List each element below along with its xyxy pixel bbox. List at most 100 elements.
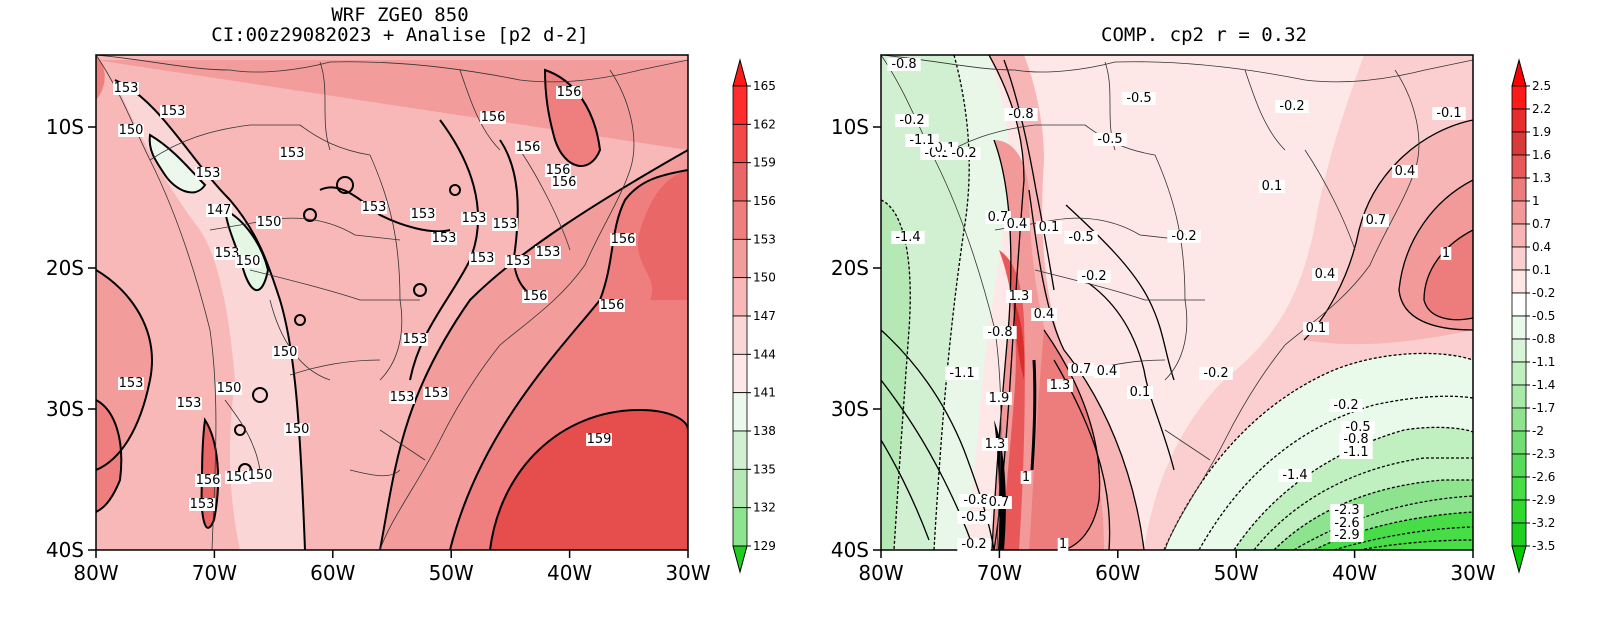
contour-label-bg bbox=[515, 141, 541, 154]
contour-label: 153 bbox=[114, 81, 139, 96]
contour-label-bg bbox=[361, 201, 387, 214]
contour-label-bg bbox=[959, 494, 993, 507]
colorbar-label: 1.9 bbox=[1532, 125, 1551, 139]
contour-label-bg bbox=[1047, 379, 1073, 392]
contour-label: 0.7 bbox=[989, 495, 1010, 510]
contour-label-bg bbox=[945, 367, 979, 380]
contour-label-bg bbox=[216, 382, 242, 395]
contour-label-bg bbox=[1278, 469, 1312, 482]
contour-label: 153 bbox=[161, 104, 186, 119]
contour-label: 150 bbox=[217, 381, 242, 396]
colorbar-segment bbox=[1511, 223, 1527, 248]
contour-label-bg bbox=[986, 392, 1012, 405]
colorbar-segment bbox=[1511, 476, 1527, 501]
contour-label-bg bbox=[389, 391, 415, 404]
contour-label-bg bbox=[214, 247, 240, 260]
contour-label: 153 bbox=[280, 146, 305, 161]
colorbar-label: -3.2 bbox=[1532, 516, 1555, 530]
contour-label: 0.4 bbox=[1034, 307, 1055, 322]
contour-label-bg bbox=[113, 82, 139, 95]
contour-label-bg bbox=[505, 255, 531, 268]
colorbar-label: 153 bbox=[753, 232, 776, 246]
colorbar-segment bbox=[732, 430, 748, 470]
right-contour-labels: -0.8-0.5-0.8-0.5-0.20.10.1-0.20.40.7-1.4… bbox=[887, 57, 1466, 552]
contour-label: -0.5 bbox=[1126, 91, 1151, 106]
colorbar-segment bbox=[1511, 338, 1527, 363]
colorbar-segment bbox=[1511, 407, 1527, 432]
contour-label: 150 bbox=[248, 468, 273, 483]
contour-label-bg bbox=[1004, 218, 1030, 231]
x-tick-label: 30W bbox=[1450, 561, 1495, 585]
contour-label-bg bbox=[957, 538, 991, 551]
contour-label-bg bbox=[410, 208, 436, 221]
colorbar-segment bbox=[732, 85, 748, 125]
colorbar-label: -0.2 bbox=[1532, 286, 1555, 300]
colorbar-segment bbox=[1511, 246, 1527, 271]
x-tick-label: 40W bbox=[547, 561, 592, 585]
contour-label: 1 bbox=[1022, 470, 1030, 485]
contour-label: 0.4 bbox=[1097, 364, 1118, 379]
contour-label-bg bbox=[551, 176, 577, 189]
contour-label: 150 bbox=[236, 254, 261, 269]
contour-label: -0.5 bbox=[1345, 420, 1370, 435]
contour-label: 0.7 bbox=[1366, 213, 1387, 228]
colorbar-label: 2.5 bbox=[1532, 79, 1551, 93]
left-contours bbox=[96, 68, 688, 550]
contour-label: 153 bbox=[424, 386, 449, 401]
contour-label: -0.5 bbox=[1068, 230, 1093, 245]
contour-label-bg bbox=[1006, 290, 1032, 303]
colorbar-segment bbox=[1511, 361, 1527, 386]
colorbar-label: 156 bbox=[753, 194, 776, 208]
colorbar-label: 141 bbox=[753, 386, 776, 400]
contour-label: -2.9 bbox=[1334, 528, 1359, 543]
colorbar-label: -2.6 bbox=[1532, 470, 1555, 484]
right-map-panel: COMP. cp2 r = 0.32 bbox=[804, 0, 1604, 620]
colorbar-label: 1.6 bbox=[1532, 148, 1551, 162]
contour-label-bg bbox=[957, 511, 991, 524]
contour-label: 153 bbox=[362, 200, 387, 215]
contour-label: 1 bbox=[1059, 537, 1067, 552]
contour-label: 150 bbox=[119, 123, 144, 138]
contour-label: 153 bbox=[190, 497, 215, 512]
contour-label: -0.8 bbox=[1343, 432, 1368, 447]
contour-label: -1.1 bbox=[949, 366, 974, 381]
contour-label: 153 bbox=[506, 254, 531, 269]
contour-label-bg bbox=[160, 105, 186, 118]
colorbar-segment bbox=[1511, 384, 1527, 409]
contour-label-bg bbox=[492, 218, 518, 231]
contour-label-bg bbox=[891, 231, 925, 244]
colorbar-label: 0.7 bbox=[1532, 217, 1551, 231]
contour-label: 1.3 bbox=[1050, 378, 1071, 393]
contour-label: 153 bbox=[411, 207, 436, 222]
contour-label: -0.2 bbox=[1279, 99, 1304, 114]
contour-label: -0.2 bbox=[951, 146, 976, 161]
colorbar-label: 159 bbox=[753, 156, 776, 170]
x-tick-label: 80W bbox=[858, 561, 903, 585]
contour-label: 153 bbox=[493, 217, 518, 232]
contour-label-bg bbox=[986, 496, 1012, 509]
contour-label-bg bbox=[284, 423, 310, 436]
contour-label-bg bbox=[279, 147, 305, 160]
left-colorbar: 165 162 159 156 153 150 147 144 141 138 135 132 129 bbox=[732, 58, 776, 574]
contour-label: 156 bbox=[546, 163, 571, 178]
contour-label-bg bbox=[1440, 247, 1452, 260]
left-frame bbox=[95, 54, 689, 551]
contour-label: -0.8 bbox=[987, 325, 1012, 340]
contour-label: -0.2 bbox=[961, 537, 986, 552]
contour-label: 150 bbox=[226, 470, 251, 485]
colorbar-label: -1.7 bbox=[1532, 401, 1555, 415]
right-colorbar: 2.5 2.2 1.9 1.6 1.3 1 0.7 0.4 0.1 -0.2 -0.5 -0.8 -1.… bbox=[1511, 58, 1555, 574]
colorbar-label: 162 bbox=[753, 117, 776, 131]
contour-label: -1.1 bbox=[1343, 445, 1368, 460]
x-tick-label: 40W bbox=[1332, 561, 1377, 585]
contour-label: 0.1 bbox=[1306, 321, 1327, 336]
contour-label-bg bbox=[1363, 214, 1389, 227]
contour-label-bg bbox=[887, 58, 921, 71]
contour-label-bg bbox=[1330, 504, 1364, 517]
contour-label: -1.4 bbox=[895, 230, 920, 245]
contour-label-bg bbox=[118, 124, 144, 137]
contour-label-bg bbox=[522, 290, 548, 303]
contour-label: 156 bbox=[611, 232, 636, 247]
